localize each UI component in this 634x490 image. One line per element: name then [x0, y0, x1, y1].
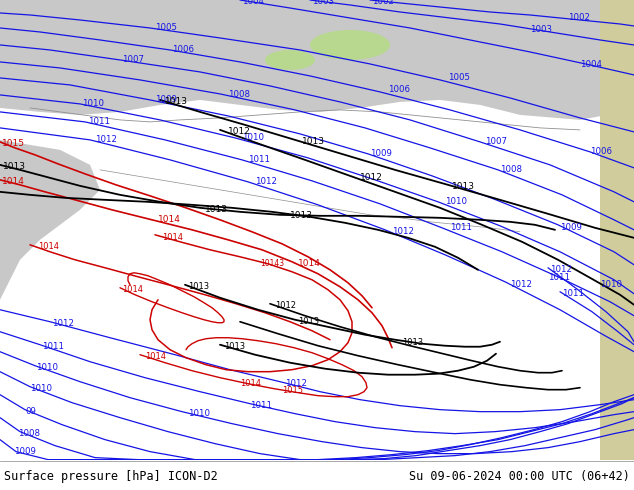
- Text: 1007: 1007: [485, 137, 507, 147]
- Text: 1013: 1013: [298, 317, 319, 326]
- Text: 1005: 1005: [155, 24, 177, 32]
- Text: 1012: 1012: [52, 319, 74, 328]
- Text: 1012: 1012: [255, 177, 277, 186]
- Ellipse shape: [265, 50, 315, 70]
- Text: 1015: 1015: [2, 139, 25, 148]
- Text: 1013: 1013: [452, 182, 475, 192]
- Text: 09: 09: [25, 407, 36, 416]
- Text: 1010: 1010: [30, 384, 52, 393]
- Text: 10143: 10143: [260, 259, 284, 269]
- Text: Surface pressure [hPa] ICON-D2: Surface pressure [hPa] ICON-D2: [4, 470, 217, 483]
- Text: 1012: 1012: [285, 379, 307, 388]
- Text: 1014: 1014: [145, 352, 166, 361]
- Text: 1010: 1010: [188, 409, 210, 418]
- Text: 1014: 1014: [38, 242, 59, 251]
- Text: 1012: 1012: [275, 301, 296, 310]
- Text: 1006: 1006: [590, 147, 612, 156]
- Text: 1009: 1009: [14, 447, 36, 456]
- Text: 1005: 1005: [448, 74, 470, 82]
- Text: 1011: 1011: [248, 155, 270, 164]
- Text: 1013: 1013: [302, 137, 325, 147]
- Text: 1014: 1014: [162, 233, 183, 242]
- Text: 1010: 1010: [82, 99, 104, 108]
- Text: 1014: 1014: [240, 379, 261, 388]
- Text: 1013: 1013: [165, 98, 188, 106]
- Text: 1010: 1010: [600, 280, 622, 289]
- Text: 1014: 1014: [122, 285, 143, 294]
- Text: 1013: 1013: [205, 205, 228, 214]
- Text: 1008: 1008: [500, 165, 522, 174]
- Text: 1012: 1012: [228, 127, 251, 136]
- Text: 1012: 1012: [95, 135, 117, 145]
- Text: 1010: 1010: [36, 363, 58, 372]
- Text: 1008: 1008: [18, 429, 40, 438]
- Text: 1011: 1011: [88, 118, 110, 126]
- Text: 1009: 1009: [155, 96, 177, 104]
- Text: 1015: 1015: [282, 386, 303, 395]
- Text: 1014: 1014: [2, 177, 25, 186]
- Text: 1012: 1012: [360, 173, 383, 182]
- Text: 1011: 1011: [562, 289, 584, 298]
- Text: 1013: 1013: [290, 211, 313, 220]
- Text: 1013: 1013: [402, 338, 423, 347]
- Text: 1004: 1004: [580, 60, 602, 70]
- Text: 1010: 1010: [242, 133, 264, 143]
- Text: 1010: 1010: [445, 197, 467, 206]
- Text: 1012: 1012: [510, 280, 532, 289]
- Bar: [600, 0, 634, 460]
- Text: 1006: 1006: [388, 85, 410, 95]
- Text: 1012: 1012: [550, 265, 572, 274]
- Text: 1013: 1013: [188, 282, 209, 291]
- Text: 1011: 1011: [450, 223, 472, 232]
- Text: 1004: 1004: [242, 0, 264, 6]
- Polygon shape: [0, 0, 634, 120]
- Text: Su 09-06-2024 00:00 UTC (06+42): Su 09-06-2024 00:00 UTC (06+42): [409, 470, 630, 483]
- Text: 1014: 1014: [158, 215, 181, 224]
- Text: 1003: 1003: [312, 0, 334, 6]
- Text: 1011: 1011: [250, 401, 272, 410]
- Text: 1012: 1012: [392, 227, 414, 236]
- Text: 1008: 1008: [228, 91, 250, 99]
- Text: 1014: 1014: [298, 259, 321, 269]
- Ellipse shape: [310, 30, 390, 60]
- Text: 1013: 1013: [3, 162, 26, 171]
- Text: 1006: 1006: [172, 46, 194, 54]
- Text: 1007: 1007: [122, 55, 144, 65]
- Text: 1003: 1003: [530, 25, 552, 34]
- Text: 1009: 1009: [560, 223, 582, 232]
- Polygon shape: [0, 140, 100, 310]
- Text: 1011: 1011: [42, 342, 64, 351]
- Text: 1011: 1011: [548, 273, 570, 282]
- Text: 1002: 1002: [568, 14, 590, 23]
- Text: 1009: 1009: [370, 149, 392, 158]
- Text: 1013: 1013: [224, 342, 245, 351]
- Text: 1002: 1002: [372, 0, 394, 6]
